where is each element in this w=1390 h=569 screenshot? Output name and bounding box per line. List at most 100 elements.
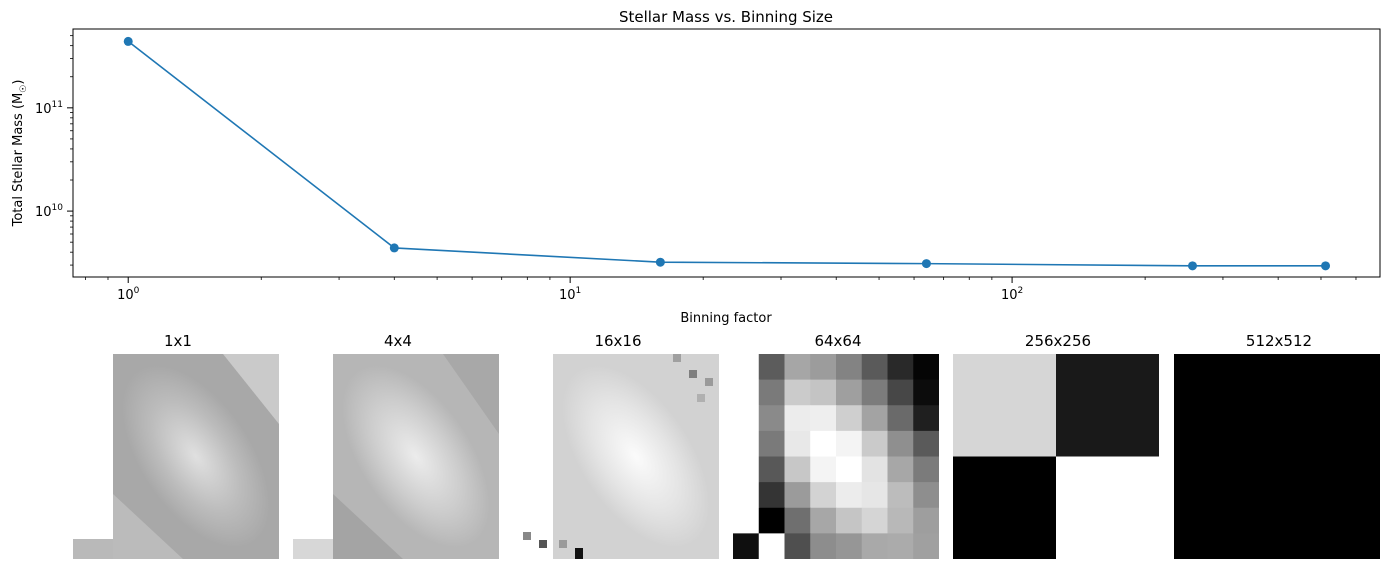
data-point (1188, 261, 1198, 271)
pixel-cell (887, 430, 914, 457)
data-point (123, 36, 133, 46)
pixel-cell (836, 430, 863, 457)
pixel-cell (861, 456, 888, 483)
panel-64x64: 64x64 (733, 332, 943, 559)
y-tick-label: 1010 (35, 203, 63, 220)
data-point (655, 257, 665, 267)
panel-title-512x512: 512x512 (1245, 332, 1313, 350)
pixel-cell (784, 379, 811, 406)
galaxy-image-4x4 (293, 354, 499, 559)
pixel-cell (913, 507, 939, 534)
pixel-cell (784, 456, 811, 483)
pixel-cell (758, 379, 785, 406)
panel-16x16: 16x16 (513, 332, 723, 559)
x-tick-label: 101 (559, 286, 581, 303)
pixel-cell (836, 482, 863, 509)
pixel-cell (913, 430, 939, 457)
pixel-cell (784, 507, 811, 534)
pixel-cell (733, 405, 760, 432)
pixel-cell (733, 354, 760, 381)
pixel-cell (836, 507, 863, 534)
pixel-cell (887, 507, 914, 534)
y-axis-label: Total Stellar Mass (M☉) (11, 80, 29, 228)
pixel-cell (733, 456, 760, 483)
pixel-cell (1174, 354, 1380, 559)
pixel-cell (784, 533, 811, 559)
galaxy-image-512x512 (1174, 354, 1380, 559)
pixel-cell (758, 507, 785, 534)
pixel-cell (733, 379, 760, 406)
pixel-cell (836, 379, 863, 406)
pixel-cell (887, 482, 914, 509)
pixel-cell (953, 456, 1057, 559)
pixel-cell (733, 482, 760, 509)
data-point (1321, 261, 1331, 271)
pixel-cell (861, 354, 888, 381)
pixel-cell (861, 507, 888, 534)
pixel-cell (758, 482, 785, 509)
pixel-cell (810, 405, 837, 432)
plot-frame (72, 28, 1381, 278)
galaxy-image-64x64 (733, 354, 939, 559)
pixel-cell (758, 405, 785, 432)
pixel-cell (861, 533, 888, 559)
panel-title-1x1: 1x1 (164, 332, 192, 350)
pixel-cell (810, 430, 837, 457)
data-point (389, 243, 399, 253)
pixel-cell (758, 354, 785, 381)
pixel-cell (784, 354, 811, 381)
pixel-cell (913, 456, 939, 483)
pixel-cell (836, 533, 863, 559)
stellar-mass-chart: Stellar Mass vs. Binning Size 100 101 102 … (11, 8, 1381, 326)
pixel-cell (887, 456, 914, 483)
pixel-cell (810, 379, 837, 406)
pixel-cell (913, 354, 939, 381)
pixel-cell (836, 456, 863, 483)
y-axis-ticks: 1010 1011 (35, 35, 73, 266)
galaxy-image-256x256 (953, 354, 1159, 559)
series-line (127, 40, 1326, 267)
x-axis-label: Binning factor (680, 311, 772, 326)
pixel-cell (887, 533, 914, 559)
pixel-cell (1056, 354, 1159, 457)
pixel-cell (733, 430, 760, 457)
pixel-cell (810, 482, 837, 509)
pixel-cell (861, 405, 888, 432)
pixel-cell (1056, 456, 1159, 559)
pixel-cell (836, 405, 863, 432)
pixel-cell (887, 405, 914, 432)
pixel-cell (887, 354, 914, 381)
pixel-cell (836, 354, 863, 381)
pixel-cell (861, 379, 888, 406)
pixel-cell (810, 533, 837, 559)
galaxy-image-16x16 (523, 354, 719, 559)
series-mass-curve (123, 36, 1331, 271)
pixel-cell (784, 482, 811, 509)
panel-512x512: 512x512 (1174, 332, 1384, 559)
chart-title: Stellar Mass vs. Binning Size (619, 8, 833, 26)
pixel-cell (758, 456, 785, 483)
pixel-cell (810, 507, 837, 534)
pixel-cell (733, 507, 760, 534)
pixel-cell (758, 430, 785, 457)
x-tick-label: 102 (1001, 286, 1023, 303)
pixel-cell (913, 482, 939, 509)
data-point (921, 259, 931, 269)
pixel-cell (861, 430, 888, 457)
panel-4x4: 4x4 (293, 332, 503, 559)
x-axis-ticks: 100 101 102 (84, 277, 1357, 303)
pixel-cell (913, 533, 939, 559)
panel-256x256: 256x256 (953, 332, 1163, 559)
panel-title-256x256: 256x256 (1024, 332, 1092, 350)
pixel-cell (784, 430, 811, 457)
pixel-cell (810, 456, 837, 483)
panel-title-16x16: 16x16 (594, 332, 642, 350)
y-tick-label: 1011 (35, 100, 63, 117)
pixel-cell (887, 379, 914, 406)
pixel-cell (913, 405, 939, 432)
pixel-cell (913, 379, 939, 406)
pixel-cell (733, 533, 760, 559)
panel-title-4x4: 4x4 (384, 332, 412, 350)
pixel-cell (758, 533, 785, 559)
pixel-cell (784, 405, 811, 432)
